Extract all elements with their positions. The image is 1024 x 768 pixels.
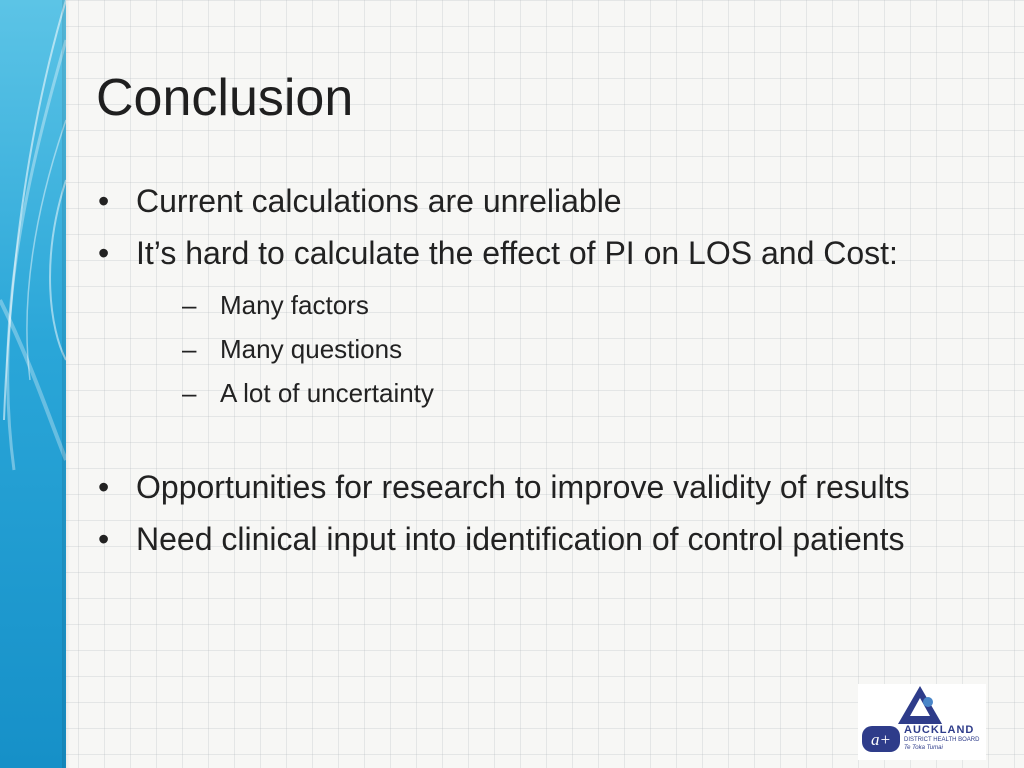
- logo-mark-icon: a+: [862, 686, 942, 752]
- bullet-text: Opportunities for research to improve va…: [136, 469, 910, 505]
- decorative-swirl-lines: [0, 0, 66, 471]
- logo-line-3: Te Toka Tumai: [904, 745, 943, 751]
- sub-bullet-item: Many factors: [136, 283, 936, 327]
- side-band-shadow: [62, 0, 70, 768]
- logo-line-2: DISTRICT HEALTH BOARD: [904, 737, 980, 743]
- bullet-item: Current calculations are unreliable: [96, 180, 936, 223]
- auckland-dhb-logo: a+ AUCKLAND DISTRICT HEALTH BOARD Te Tok…: [858, 684, 986, 760]
- sub-bullet-item: A lot of uncertainty: [136, 371, 936, 415]
- bullet-text: It’s hard to calculate the effect of PI …: [136, 235, 898, 271]
- sub-bullet-list: Many factors Many questions A lot of unc…: [136, 283, 936, 415]
- sub-bullet-item: Many questions: [136, 327, 936, 371]
- bullet-text: Current calculations are unreliable: [136, 183, 622, 219]
- bullet-text: Need clinical input into identification …: [136, 521, 905, 557]
- svg-text:a+: a+: [871, 730, 891, 749]
- bullet-item: Opportunities for research to improve va…: [96, 466, 936, 509]
- bullet-item: It’s hard to calculate the effect of PI …: [96, 232, 936, 415]
- logo-line-1: AUCKLAND: [904, 724, 975, 736]
- side-decoration-band: [0, 0, 66, 768]
- bullet-list: Current calculations are unreliable It’s…: [96, 180, 936, 570]
- bullet-item: Need clinical input into identification …: [96, 518, 936, 561]
- bullet-spacer: [96, 424, 936, 466]
- slide-title: Conclusion: [96, 69, 354, 127]
